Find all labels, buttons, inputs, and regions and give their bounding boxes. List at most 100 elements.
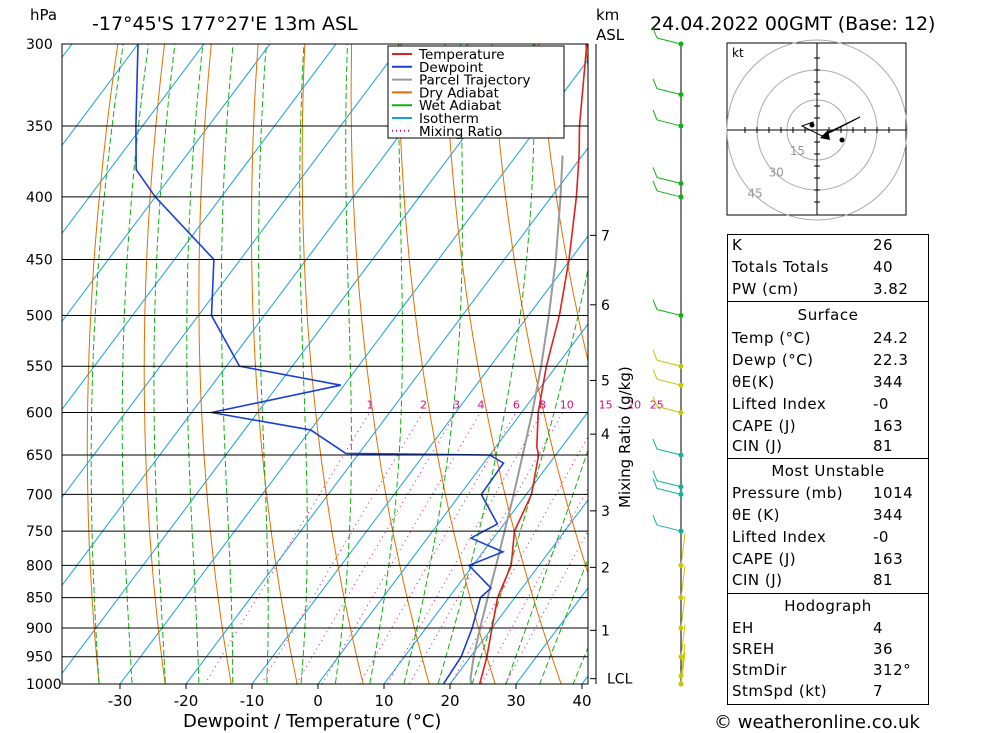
mixing-ratio-label: 4: [477, 398, 484, 411]
hodograph-panel: Hodograph EH 4 SREH 36 StmDir 312° StmSpd (…: [727, 593, 929, 705]
pressure-tick-label: 900: [26, 621, 53, 637]
isotherm-line: [62, 44, 403, 499]
barb-staff: [680, 565, 686, 598]
barb-staff: [656, 88, 682, 96]
barb-flag: [652, 438, 658, 450]
barb-staff: [656, 448, 682, 456]
surface-label: Lifted Index: [732, 395, 827, 413]
barb-staff: [656, 524, 682, 532]
km-tick-label: LCL: [607, 672, 633, 688]
surface-row-cin: CIN (J) 81: [728, 436, 928, 458]
mu-value: 81: [873, 571, 894, 589]
mixing-ratio-label: 2: [420, 398, 427, 411]
asl-label: ASL: [596, 26, 625, 44]
legend-label: Isotherm: [419, 111, 479, 127]
pressure-tick-label: 300: [26, 37, 53, 53]
barb-staff: [680, 643, 686, 677]
location-title: -17°45'S 177°27'E 13m ASL: [92, 13, 358, 35]
wet-adiabat-line: [153, 44, 176, 684]
surface-value: 81: [873, 437, 894, 455]
barb-staff: [656, 405, 682, 413]
dry-adiabat-line: [251, 44, 298, 684]
hodograph-ring-label: 30: [769, 165, 784, 179]
mu-value: 1014: [873, 484, 914, 502]
index-row-tt: Totals Totals 40: [728, 257, 928, 279]
mixing-ratio-label: 8: [539, 398, 546, 411]
surface-value: 344: [873, 373, 904, 391]
pressure-tick-label: 500: [26, 309, 53, 325]
x-tick-label: 10: [374, 692, 393, 710]
surface-row-temp: Temp (°C) 24.2: [728, 328, 928, 350]
most-unstable-panel: Most Unstable Pressure (mb) 1014 θE (K) 34…: [727, 458, 929, 594]
x-tick-label: -30: [108, 692, 133, 710]
dry-adiabat-line: [933, 0, 1000, 710]
wet-adiabat-line: [539, 557, 588, 684]
mixing-ratio-label: 6: [513, 398, 520, 411]
pressure-tick-label: 400: [26, 190, 53, 206]
hodograph-ring-label: 15: [790, 144, 805, 158]
pressure-tick-label: 650: [26, 448, 53, 464]
mu-label: CIN (J): [732, 571, 783, 589]
indices-panel: K 26 Totals Totals 40 PW (cm) 3.82: [727, 234, 929, 302]
surface-row-cape: CAPE (J) 163: [728, 416, 928, 438]
mixing-ratio-line: [321, 412, 481, 684]
barb-flag: [652, 299, 658, 310]
barb-staff: [656, 190, 682, 198]
isotherm-line: [317, 323, 588, 684]
dry-adiabat-line: [977, 0, 1000, 710]
km-tick-label: 2: [601, 560, 610, 576]
hodograph-storm-dot: [839, 137, 845, 143]
legend-label: Temperature: [418, 47, 505, 63]
hodograph-point: [809, 122, 815, 128]
index-value: 40: [873, 258, 894, 276]
isotherm-line: [62, 44, 139, 147]
mixing-ratio-line: [260, 412, 424, 684]
km-tick-label: 4: [601, 427, 610, 443]
mu-title-text: Most Unstable: [771, 462, 885, 480]
credit-text: © weatheronline.co.uk: [714, 712, 920, 733]
surface-label: θE(K): [732, 373, 775, 391]
wet-adiabat-line: [186, 44, 204, 684]
mu-row-cin: CIN (J) 81: [728, 570, 928, 592]
index-value: 3.82: [873, 280, 909, 298]
index-row-pw: PW (cm) 3.82: [728, 279, 928, 301]
mu-row-pressure: Pressure (mb) 1014: [728, 483, 928, 505]
pressure-tick-label: 550: [26, 359, 53, 375]
barb-flag: [652, 350, 658, 361]
pressure-tick-label: 450: [26, 253, 53, 269]
barb-flag: [652, 180, 658, 192]
mixing-ratio-labels: 1 2 3 4 6 8 10 15 20 25: [367, 398, 664, 411]
surface-value: 163: [873, 417, 904, 435]
barb-flag: [652, 478, 658, 489]
wet-adiabat-line: [258, 44, 269, 684]
mixing-ratio-line: [408, 412, 564, 684]
km-tick-label: 1: [601, 623, 610, 639]
surface-panel: Surface Temp (°C) 24.2 Dewp (°C) 22.3 θE(K…: [727, 301, 929, 459]
index-label: K: [732, 236, 743, 254]
x-tick-label: 20: [440, 692, 459, 710]
mixing-ratio-line: [204, 412, 370, 684]
surface-row-dewp: Dewp (°C) 22.3: [728, 350, 928, 372]
isotherm-line: [383, 411, 588, 684]
wet-adiabat-line: [90, 44, 124, 684]
hodo-row-srh: SREH 36: [728, 639, 928, 661]
barb-staff: [656, 309, 682, 317]
mu-title: Most Unstable: [728, 461, 928, 483]
barb-staff: [656, 480, 682, 488]
mu-label: Lifted Index: [732, 528, 827, 546]
barb-staff: [680, 533, 686, 566]
surface-title-text: Surface: [797, 306, 859, 324]
mixing-ratio-line: [504, 529, 588, 684]
hodo-value: 4: [873, 619, 884, 637]
km-tick-label: 7: [601, 228, 610, 244]
isotherm-line: [62, 44, 271, 323]
hodo-title: Hodograph: [728, 596, 928, 618]
index-label: PW (cm): [732, 280, 799, 298]
pressure-tick-label: 350: [26, 119, 53, 135]
mixing-ratio-line: [386, 412, 543, 684]
km-tick-label: 3: [601, 504, 610, 520]
barb-flag: [652, 369, 658, 380]
dry-adiabat-line: [86, 44, 119, 684]
plot-frame: [61, 43, 589, 685]
